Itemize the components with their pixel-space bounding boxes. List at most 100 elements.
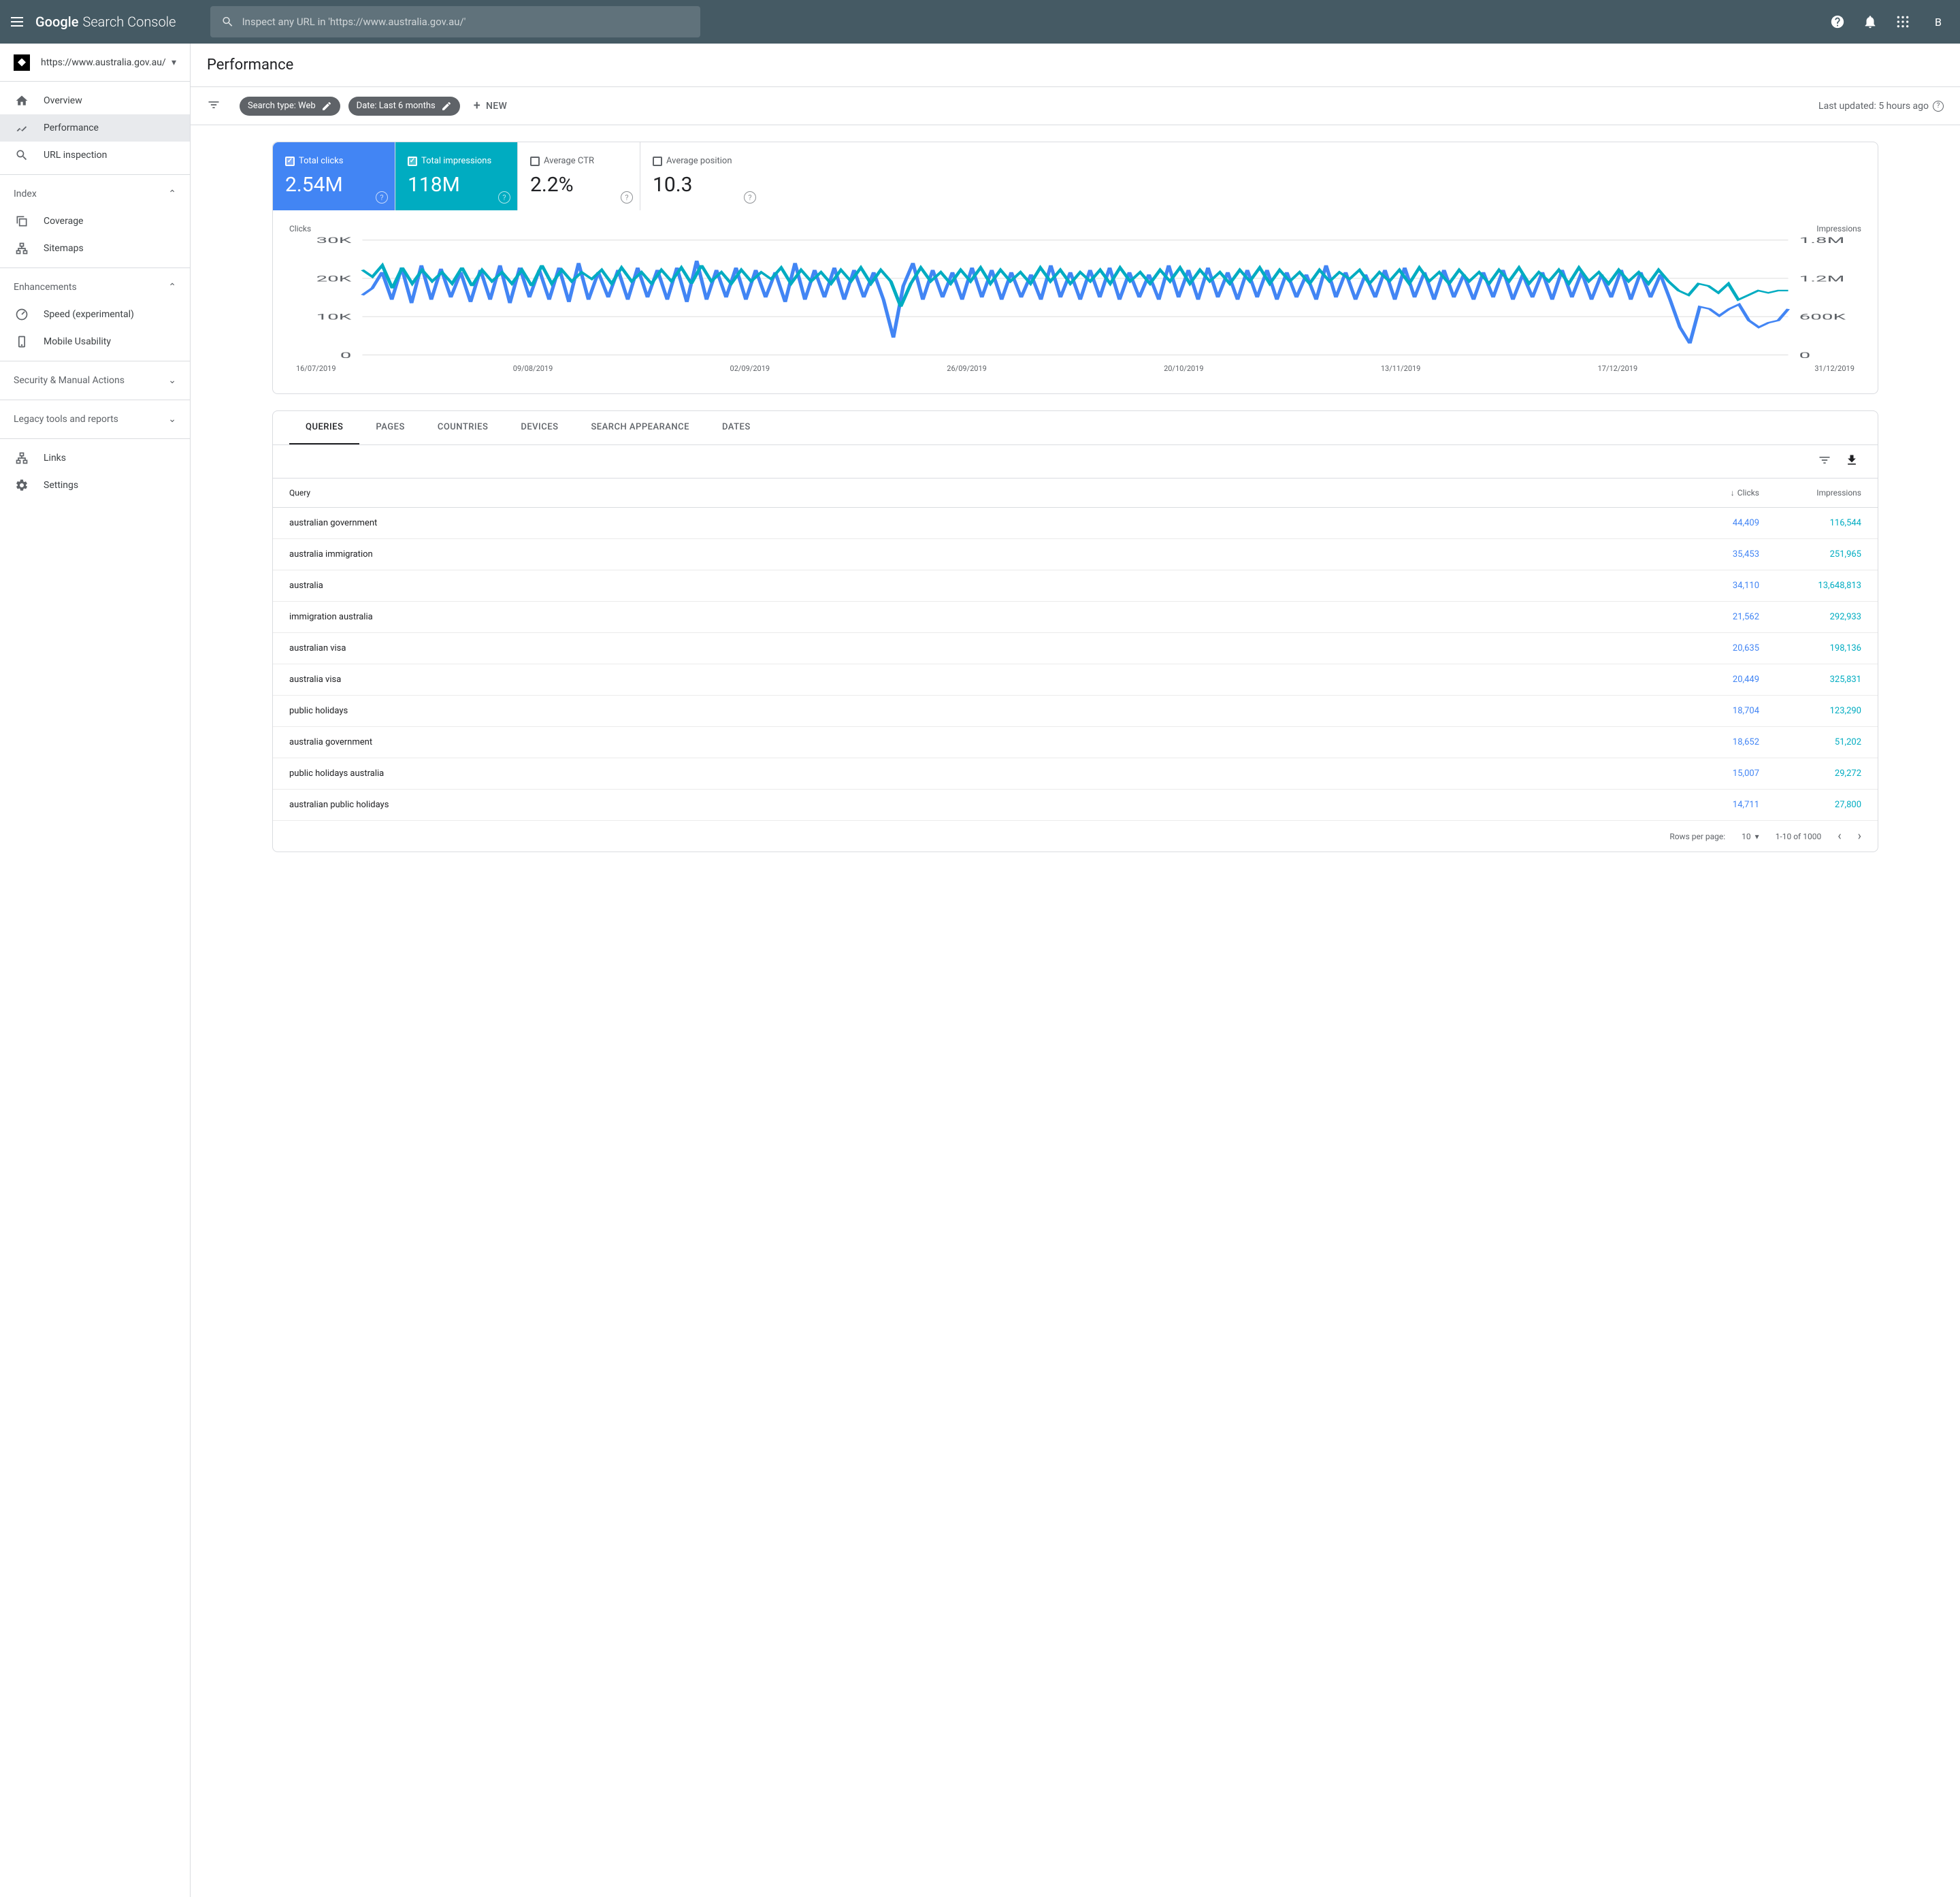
tab-dates[interactable]: DATES xyxy=(706,411,767,444)
average-ctr-metric[interactable]: Average CTR 2.2% ? xyxy=(518,142,640,210)
help-icon[interactable] xyxy=(1829,14,1846,30)
checkbox-unchecked-icon xyxy=(530,157,540,166)
search-type-chip[interactable]: Search type: Web xyxy=(240,97,340,116)
search-input[interactable] xyxy=(242,16,689,28)
table-row[interactable]: australian government44,409116,544 xyxy=(273,508,1878,539)
edit-icon xyxy=(321,101,332,112)
cell-impressions: 29,272 xyxy=(1759,768,1861,779)
nav-label: URL inspection xyxy=(44,150,107,161)
table-row[interactable]: australia immigration35,453251,965 xyxy=(273,539,1878,570)
security-section-header[interactable]: Security & Manual Actions ⌄ xyxy=(0,367,190,394)
notifications-icon[interactable] xyxy=(1862,14,1878,30)
cell-impressions: 251,965 xyxy=(1759,549,1861,560)
sidebar-item-overview[interactable]: Overview xyxy=(0,87,190,114)
tab-devices[interactable]: DEVICES xyxy=(504,411,574,444)
x-axis-tick: 20/10/2019 xyxy=(1164,364,1204,373)
performance-chart-card: Total clicks 2.54M ? Total impressions 1… xyxy=(272,142,1878,394)
table-row[interactable]: public holidays australia15,00729,272 xyxy=(273,758,1878,790)
sidebar-item-mobile-usability[interactable]: Mobile Usability xyxy=(0,328,190,355)
performance-chart: 30K1.8M20K1.2M10K600K00 xyxy=(289,236,1861,359)
sidebar-item-sitemaps[interactable]: Sitemaps xyxy=(0,235,190,262)
table-row[interactable]: australian visa20,635198,136 xyxy=(273,633,1878,664)
property-selector[interactable]: https://www.australia.gov.au/ ▾ xyxy=(0,44,190,82)
x-axis-tick: 17/12/2019 xyxy=(1598,364,1638,373)
help-icon[interactable]: ? xyxy=(498,191,510,204)
tab-search-appearance[interactable]: SEARCH APPEARANCE xyxy=(574,411,706,444)
enhancements-section-header[interactable]: Enhancements ⌃ xyxy=(0,274,190,301)
cell-impressions: 198,136 xyxy=(1759,643,1861,653)
info-icon[interactable]: ? xyxy=(1933,101,1944,112)
x-axis-tick: 02/09/2019 xyxy=(730,364,770,373)
enhancements-section-label: Enhancements xyxy=(14,282,77,293)
queries-table-card: QUERIESPAGESCOUNTRIESDEVICESSEARCH APPEA… xyxy=(272,410,1878,852)
filter-icon[interactable] xyxy=(207,98,223,114)
table-row[interactable]: australia34,11013,648,813 xyxy=(273,570,1878,602)
sidebar-item-performance[interactable]: Performance xyxy=(0,114,190,142)
url-inspect-search[interactable] xyxy=(210,6,700,37)
speed-icon xyxy=(14,306,30,323)
cell-clicks: 14,711 xyxy=(1657,800,1759,810)
dropdown-icon: ▾ xyxy=(1755,832,1759,841)
table-filter-icon[interactable] xyxy=(1818,453,1834,470)
tab-countries[interactable]: COUNTRIES xyxy=(421,411,505,444)
prev-page-icon[interactable]: ‹ xyxy=(1838,829,1841,843)
gear-icon xyxy=(14,477,30,493)
sidebar-item-coverage[interactable]: Coverage xyxy=(0,208,190,235)
header-impressions[interactable]: Impressions xyxy=(1759,488,1861,498)
last-updated: Last updated: 5 hours ago ? xyxy=(1818,101,1944,112)
table-row[interactable]: public holidays18,704123,290 xyxy=(273,696,1878,727)
rows-per-page-select[interactable]: 10 ▾ xyxy=(1742,832,1759,841)
checkbox-checked-icon xyxy=(408,157,417,166)
security-section-label: Security & Manual Actions xyxy=(14,375,125,386)
sidebar-item-speed-experimental-[interactable]: Speed (experimental) xyxy=(0,301,190,328)
table-row[interactable]: immigration australia21,562292,933 xyxy=(273,602,1878,633)
checkbox-checked-icon xyxy=(285,157,295,166)
header-clicks[interactable]: ↓Clicks xyxy=(1657,488,1759,498)
help-icon[interactable]: ? xyxy=(376,191,388,204)
sidebar-item-settings[interactable]: Settings xyxy=(0,472,190,499)
total-clicks-metric[interactable]: Total clicks 2.54M ? xyxy=(273,142,395,210)
cell-impressions: 13,648,813 xyxy=(1759,581,1861,591)
download-icon[interactable] xyxy=(1845,453,1861,470)
left-axis-label: Clicks xyxy=(289,224,311,233)
cell-query: australia visa xyxy=(289,675,1657,685)
sidebar-item-links[interactable]: Links xyxy=(0,444,190,472)
tab-queries[interactable]: QUERIES xyxy=(289,411,359,444)
cell-clicks: 20,635 xyxy=(1657,643,1759,653)
average-position-metric[interactable]: Average position 10.3 ? xyxy=(640,142,763,210)
help-icon[interactable]: ? xyxy=(621,191,633,204)
cell-clicks: 20,449 xyxy=(1657,675,1759,685)
nav-label: Settings xyxy=(44,480,78,491)
hamburger-menu-icon[interactable] xyxy=(11,14,27,30)
legacy-section-header[interactable]: Legacy tools and reports ⌄ xyxy=(0,406,190,433)
cell-query: australian government xyxy=(289,518,1657,528)
new-label: NEW xyxy=(486,101,507,112)
checkbox-unchecked-icon xyxy=(653,157,662,166)
table-row[interactable]: australia visa20,449325,831 xyxy=(273,664,1878,696)
date-range-chip[interactable]: Date: Last 6 months xyxy=(348,97,460,116)
cell-query: australian public holidays xyxy=(289,800,1657,810)
rows-per-page-label: Rows per page: xyxy=(1669,832,1725,841)
table-row[interactable]: australian public holidays14,71127,800 xyxy=(273,790,1878,821)
x-axis-tick: 31/12/2019 xyxy=(1814,364,1855,373)
home-icon xyxy=(14,93,30,109)
index-section-header[interactable]: Index ⌃ xyxy=(0,180,190,208)
user-avatar[interactable]: B xyxy=(1927,11,1949,33)
total-impressions-metric[interactable]: Total impressions 118M ? xyxy=(395,142,518,210)
table-header: Query ↓Clicks Impressions xyxy=(273,478,1878,508)
apps-icon[interactable] xyxy=(1895,14,1911,30)
header-query[interactable]: Query xyxy=(289,488,1657,498)
property-favicon xyxy=(14,54,30,71)
cell-impressions: 27,800 xyxy=(1759,800,1861,810)
cell-impressions: 292,933 xyxy=(1759,612,1861,622)
help-icon[interactable]: ? xyxy=(744,191,756,204)
table-row[interactable]: australia government18,65251,202 xyxy=(273,727,1878,758)
mobile-icon xyxy=(14,334,30,350)
metric-label: Average position xyxy=(666,156,732,166)
new-filter-button[interactable]: + NEW xyxy=(474,99,507,113)
next-page-icon[interactable]: › xyxy=(1858,829,1861,843)
sidebar: https://www.australia.gov.au/ ▾ Overview… xyxy=(0,44,191,1897)
chevron-down-icon: ▾ xyxy=(172,57,176,68)
tab-pages[interactable]: PAGES xyxy=(359,411,421,444)
sidebar-item-url-inspection[interactable]: URL inspection xyxy=(0,142,190,169)
